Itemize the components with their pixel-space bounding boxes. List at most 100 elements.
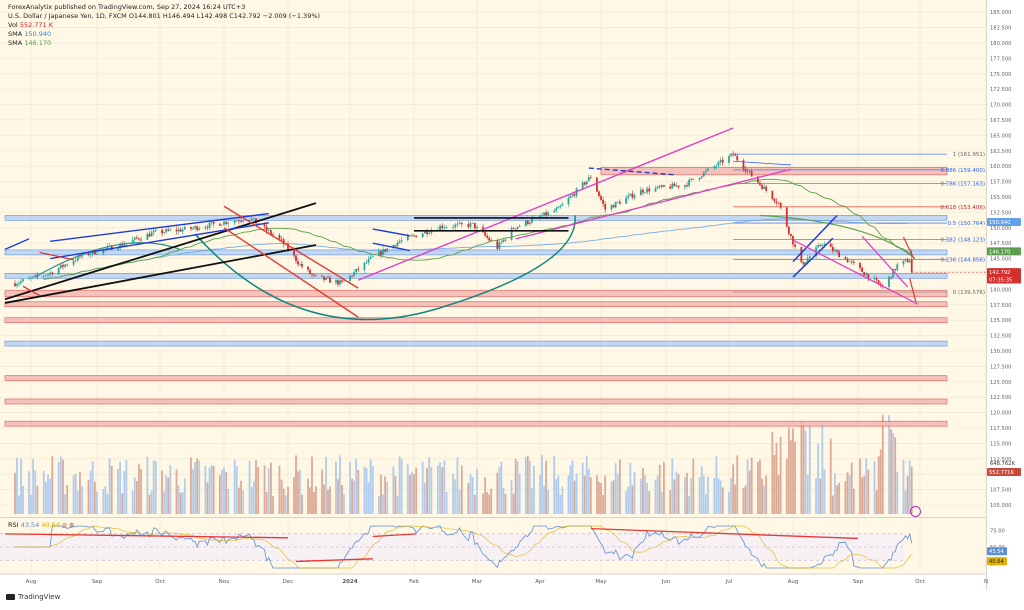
candle-body bbox=[717, 161, 720, 166]
volume-bar bbox=[293, 477, 295, 514]
candle-body bbox=[686, 185, 688, 187]
candle-body bbox=[123, 244, 126, 246]
candle-body bbox=[817, 245, 820, 248]
candle-body bbox=[270, 230, 272, 235]
volume-bar bbox=[587, 468, 590, 514]
volume-bar bbox=[561, 486, 564, 514]
x-tick-label: Mar bbox=[472, 579, 483, 585]
support-zone bbox=[4, 273, 948, 279]
volume-bar bbox=[850, 462, 853, 514]
volume-bar bbox=[121, 493, 124, 514]
candle-body bbox=[460, 222, 463, 225]
rsi-divergence-1 bbox=[4, 533, 289, 539]
candle-body bbox=[165, 229, 168, 233]
volume-legend[interactable]: Vol 552.771 K bbox=[8, 21, 53, 29]
blue-rising-wedge-upper bbox=[792, 214, 838, 263]
candle-body bbox=[553, 210, 556, 213]
candle-body bbox=[702, 172, 705, 177]
y-tick-label: 155.000 bbox=[990, 195, 1011, 201]
candle-body bbox=[190, 226, 192, 229]
candle-body bbox=[175, 229, 178, 232]
volume-bar bbox=[72, 475, 75, 514]
price-tag-bg bbox=[987, 275, 1021, 284]
candle-body bbox=[669, 186, 672, 189]
x-tick-label: Sep bbox=[92, 579, 103, 585]
volume-bar bbox=[161, 470, 163, 514]
candle-body bbox=[528, 222, 531, 224]
candle-body bbox=[181, 229, 184, 232]
rsi-tag-2: 40.64 bbox=[989, 559, 1005, 565]
volume-bar bbox=[746, 459, 749, 514]
candle-body bbox=[698, 177, 701, 180]
candle-body bbox=[612, 205, 615, 208]
candle-body bbox=[785, 207, 788, 227]
volume-bar bbox=[315, 486, 317, 514]
candle-body bbox=[445, 227, 448, 228]
candle-body bbox=[327, 277, 329, 279]
volume-bar bbox=[104, 486, 107, 514]
y-tick-label: 140.000 bbox=[990, 287, 1011, 293]
candle-body bbox=[341, 280, 343, 282]
y-tick-label: 145.000 bbox=[990, 257, 1011, 263]
candle-body bbox=[299, 263, 301, 265]
volume-bar bbox=[775, 442, 778, 514]
candle-body bbox=[721, 159, 724, 163]
candle-body bbox=[365, 262, 368, 264]
candle-body bbox=[252, 218, 255, 220]
candle-body bbox=[829, 243, 832, 247]
candle-body bbox=[456, 223, 459, 225]
tradingview-logo[interactable]: TradingView bbox=[6, 593, 60, 601]
sma2-legend[interactable]: SMA 146.170 bbox=[8, 39, 51, 47]
volume-bar bbox=[423, 482, 426, 514]
volume-bar bbox=[64, 494, 66, 514]
sma1-legend[interactable]: SMA 150.940 bbox=[8, 30, 51, 38]
rsi-legend[interactable]: RSI 43.54 40.64 ⊘ ⚙ bbox=[8, 521, 74, 530]
fib-label: 1 (161.951) bbox=[953, 152, 985, 158]
candle-body bbox=[589, 177, 592, 178]
volume-bar bbox=[598, 481, 600, 514]
volume-bar bbox=[108, 458, 111, 514]
candle-body bbox=[875, 278, 878, 281]
volume-bar bbox=[808, 425, 811, 514]
candle-body bbox=[394, 245, 397, 247]
candle-body bbox=[458, 222, 461, 224]
symbol-title[interactable]: U.S. Dollar / Japanese Yen, 1D, FXCM bbox=[8, 12, 127, 20]
volume-bar bbox=[325, 456, 327, 514]
x-tick-label: Aug bbox=[26, 579, 37, 585]
candle-body bbox=[663, 185, 665, 187]
candle-body bbox=[280, 238, 283, 240]
candle-body bbox=[218, 223, 221, 226]
volume-bar bbox=[110, 465, 113, 514]
candle-body bbox=[715, 165, 718, 167]
candles bbox=[14, 151, 986, 290]
blue-flag-line bbox=[372, 228, 410, 237]
volume-last-tag-bg bbox=[987, 468, 1021, 476]
goto-realtime-icon[interactable] bbox=[910, 506, 921, 517]
axis-pane-background bbox=[986, 0, 1024, 590]
rsi-settings-icons[interactable]: ⊘ ⚙ bbox=[62, 522, 75, 529]
symbol-line[interactable]: U.S. Dollar / Japanese Yen, 1D, FXCM O14… bbox=[8, 12, 320, 20]
volume-bar bbox=[133, 477, 136, 514]
volume-bar bbox=[846, 472, 849, 514]
resistance-zone bbox=[4, 398, 948, 405]
candle-body bbox=[894, 269, 897, 271]
y-tick-label: 170.000 bbox=[990, 103, 1011, 109]
volume-bar bbox=[371, 465, 374, 514]
volume-bar bbox=[436, 465, 439, 514]
volume-bar bbox=[309, 487, 311, 514]
volume-bar bbox=[498, 467, 501, 514]
candle-body bbox=[625, 197, 628, 204]
candle-body bbox=[74, 260, 77, 262]
volume-bar bbox=[476, 468, 478, 514]
fib-label: 0.236 (144.856) bbox=[940, 257, 985, 263]
volume-bar bbox=[212, 466, 215, 514]
resistance-zone bbox=[600, 167, 948, 176]
blue-rising-wedge-lower bbox=[792, 237, 834, 278]
volume-bar bbox=[482, 493, 484, 514]
candle-body bbox=[452, 227, 455, 228]
candle-body bbox=[779, 202, 782, 208]
sma-blue-line bbox=[58, 218, 912, 278]
vol-value: 552.771 K bbox=[19, 21, 54, 29]
volume-bar bbox=[210, 465, 213, 514]
